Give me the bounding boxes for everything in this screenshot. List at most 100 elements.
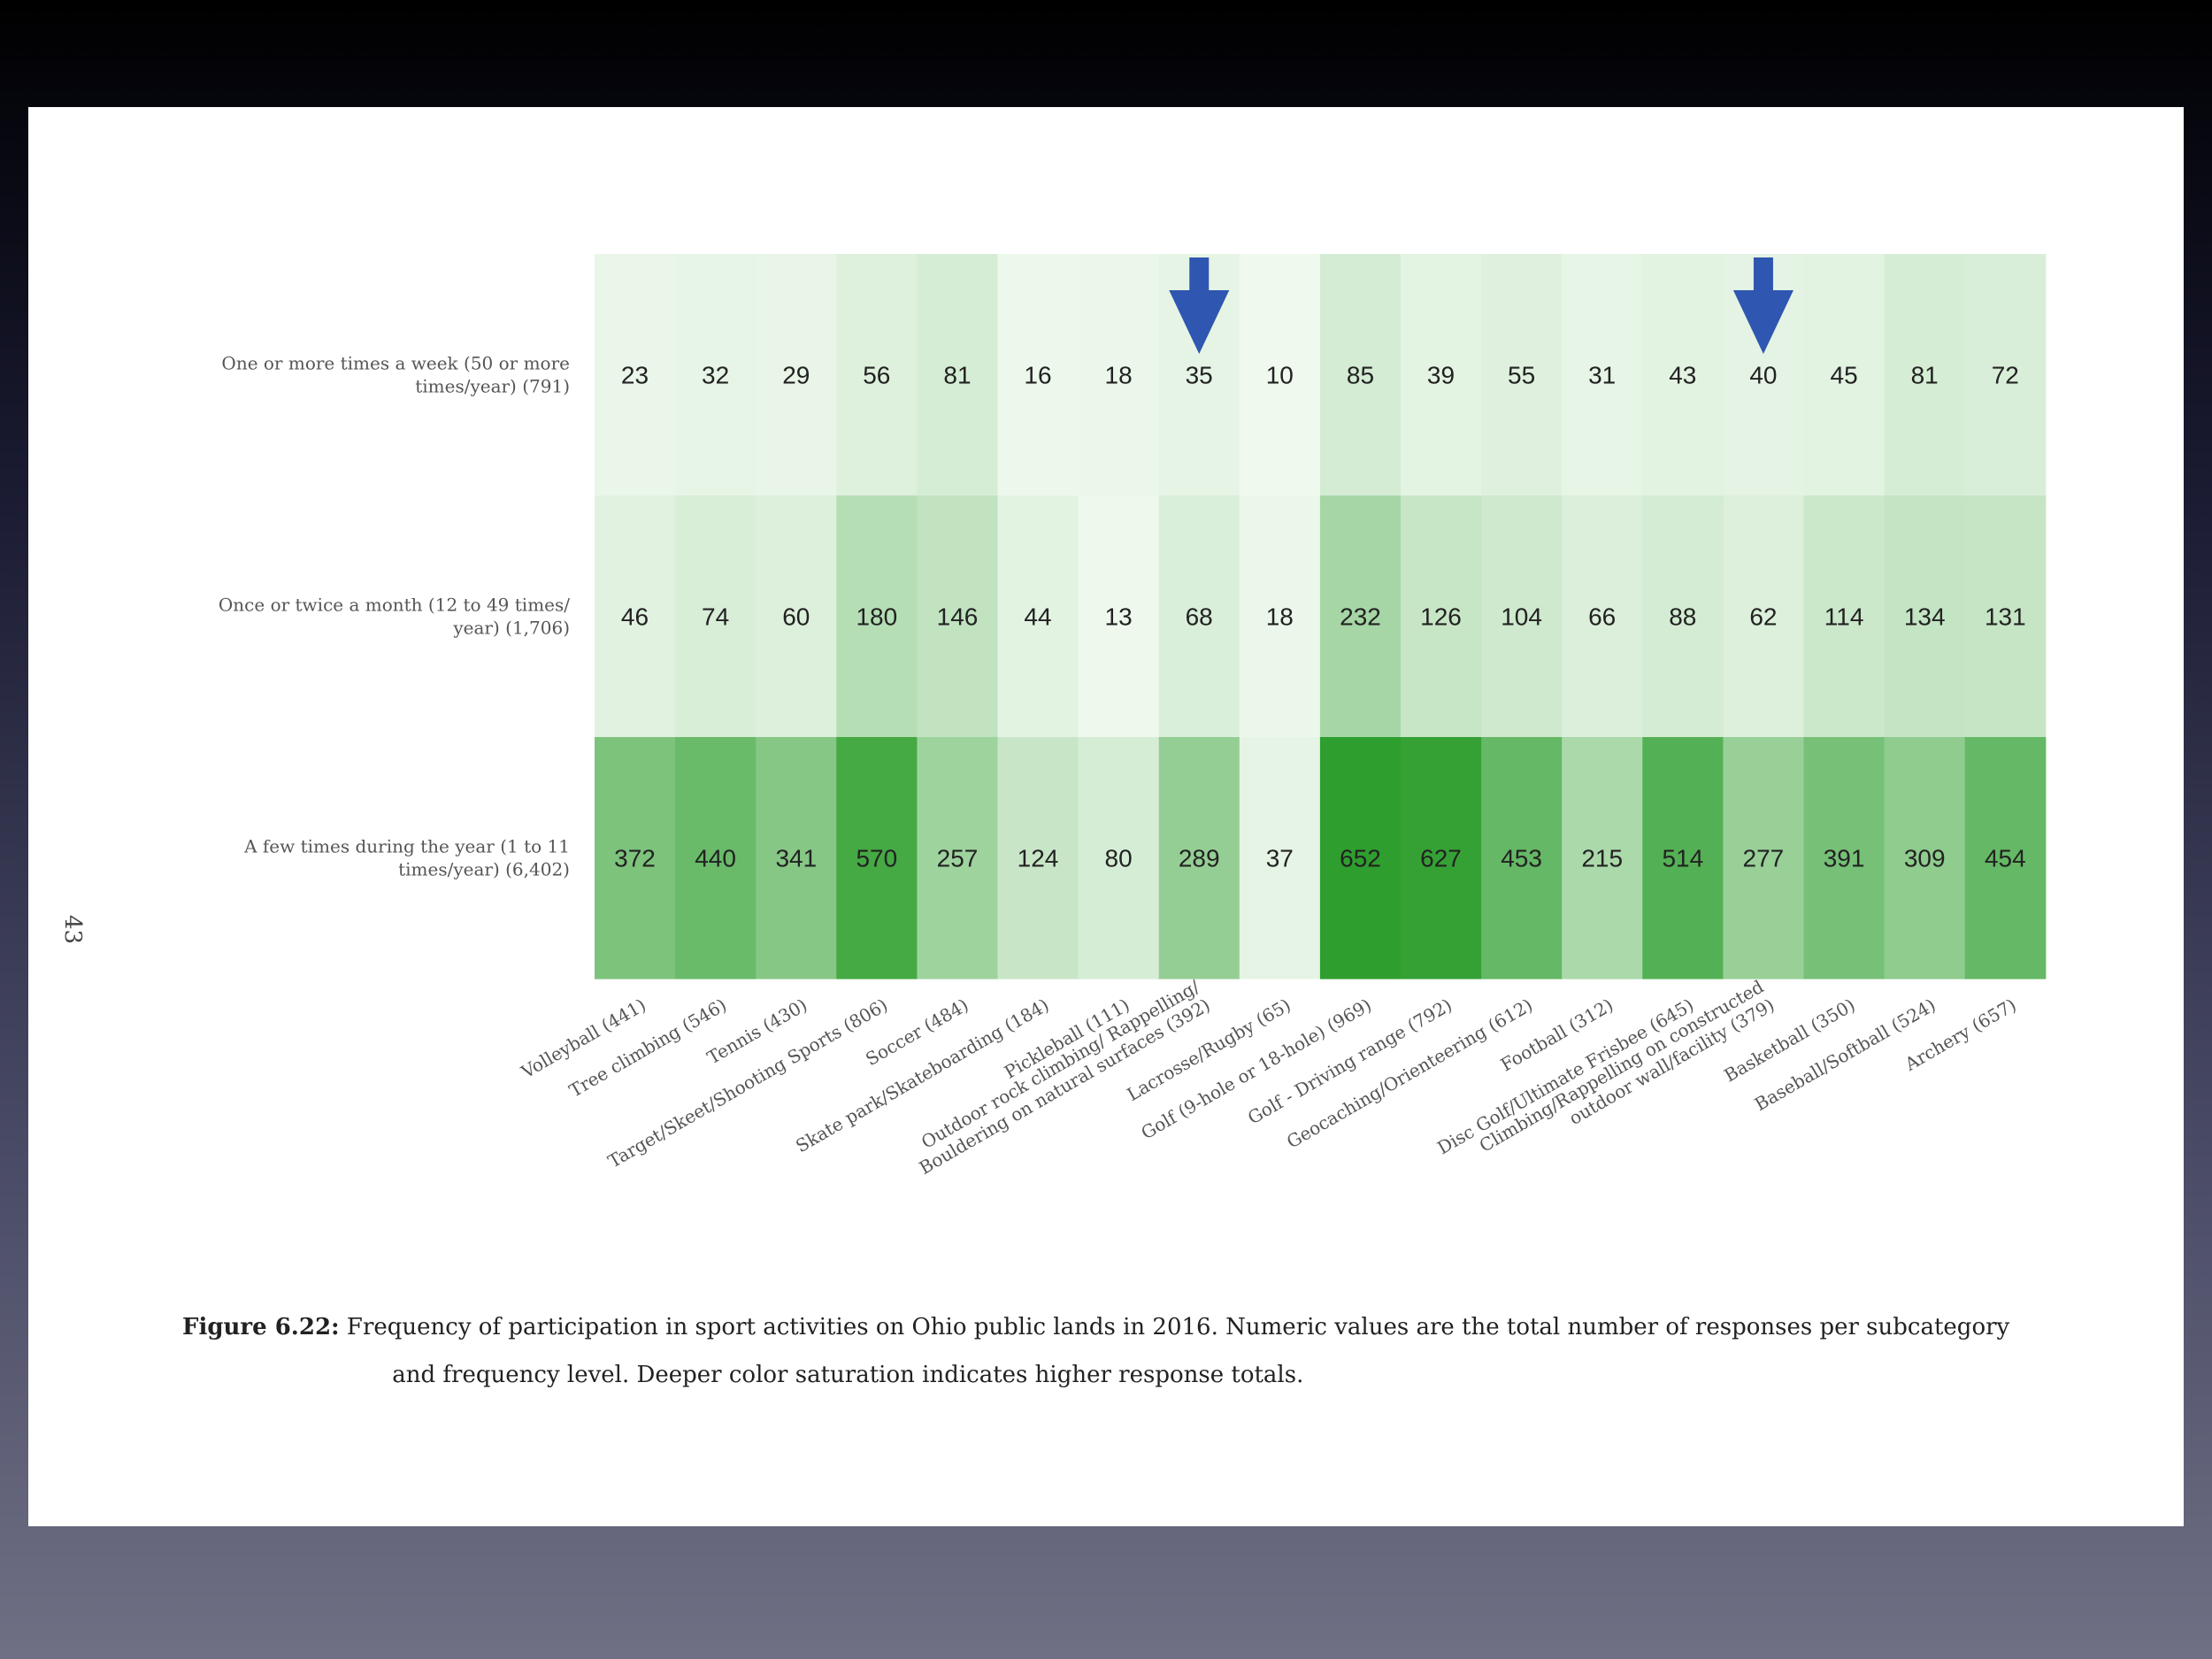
- cell-values: 23 32 29 56 81 16 18 35 10 85 39 55 31 43 40 45 81 72 46 74…: [614, 362, 2026, 872]
- cell-value-label: 16: [1024, 362, 1051, 389]
- heatmap-cell: [1723, 737, 1805, 979]
- cell-value-label: 43: [1669, 362, 1696, 389]
- heatmap-cell: [836, 495, 918, 738]
- heatmap-cell: [917, 254, 999, 496]
- heatmap-cell: [1884, 495, 1966, 738]
- cell-value-label: 289: [1179, 845, 1220, 872]
- heatmap-cells: [595, 254, 2047, 979]
- heatmap-cell: [756, 495, 837, 738]
- cell-value-label: 39: [1427, 362, 1455, 389]
- cell-value-label: 60: [782, 603, 810, 631]
- cell-value-label: 146: [937, 603, 979, 631]
- cell-value-label: 440: [695, 845, 736, 872]
- heatmap-cell: [1078, 254, 1160, 496]
- cell-value-label: 453: [1501, 845, 1542, 872]
- heatmap-cell: [595, 254, 676, 496]
- cell-value-label: 215: [1581, 845, 1623, 872]
- cell-value-label: 85: [1347, 362, 1374, 389]
- heatmap-cell: [1078, 495, 1160, 738]
- heatmap-cell: [1481, 495, 1563, 738]
- cell-value-label: 44: [1024, 603, 1051, 631]
- heatmap-cell: [1481, 254, 1563, 496]
- cell-value-label: 18: [1266, 603, 1294, 631]
- heatmap-cell: [1803, 254, 1886, 496]
- page-number: 43: [59, 915, 86, 944]
- heatmap-cell: [997, 254, 1079, 496]
- cell-value-label: 68: [1186, 603, 1213, 631]
- figure-caption: Figure 6.22: Frequency of participation …: [182, 1303, 2085, 1399]
- heatmap-cell: [1642, 737, 1724, 979]
- cell-value-label: 126: [1420, 603, 1462, 631]
- cell-value-label: 134: [1904, 603, 1946, 631]
- row-label: One or more times a week (50 or more time…: [221, 353, 570, 397]
- cell-value-label: 37: [1266, 845, 1294, 872]
- down-arrow-icon: [1169, 257, 1230, 354]
- heatmap-cell: [1562, 737, 1643, 979]
- row-label: A few times during the year (1 to 11 time…: [243, 836, 570, 880]
- caption-line-1: Frequency of participation in sport acti…: [346, 1314, 2010, 1340]
- cell-value-label: 124: [1018, 845, 1059, 872]
- cell-value-label: 62: [1749, 603, 1777, 631]
- cell-value-label: 29: [782, 362, 810, 389]
- row-label: Once or twice a month (12 to 49 times/ye…: [219, 595, 570, 639]
- cell-value-label: 23: [621, 362, 649, 389]
- slide-page: 23 32 29 56 81 16 18 35 10 85 39 55 31 43 40 45 81 72 46 74…: [28, 107, 2184, 1526]
- heatmap-cell: [836, 254, 918, 496]
- heatmap-cell: [1239, 254, 1321, 496]
- cell-value-label: 131: [1985, 603, 2026, 631]
- cell-value-label: 88: [1669, 603, 1696, 631]
- heatmap-cell: [1401, 737, 1482, 979]
- column-label: Target/Skeet/Shooting Sports (806): [604, 995, 891, 1172]
- cell-value-label: 72: [1992, 362, 2019, 389]
- cell-value-label: 514: [1662, 845, 1703, 872]
- column-labels: Volleyball (441)Tree climbing (546)Tenni…: [517, 976, 2020, 1179]
- heatmap-cell: [675, 495, 757, 738]
- heatmap-cell: [1481, 737, 1563, 979]
- heatmap-cell: [756, 254, 837, 496]
- heatmap-cell: [1964, 254, 2047, 496]
- cell-value-label: 180: [856, 603, 897, 631]
- cell-value-label: 46: [621, 603, 649, 631]
- highlight-arrows: [1169, 257, 1793, 354]
- cell-value-label: 627: [1420, 845, 1462, 872]
- cell-value-label: 232: [1340, 603, 1381, 631]
- heatmap-cell: [1401, 495, 1482, 738]
- cell-value-label: 114: [1824, 603, 1864, 631]
- heatmap-cell: [1319, 254, 1402, 496]
- cell-value-label: 10: [1266, 362, 1294, 389]
- cell-value-label: 31: [1588, 362, 1616, 389]
- heatmap-cell: [595, 495, 676, 738]
- cell-value-label: 372: [614, 845, 656, 872]
- caption-label: Figure 6.22:: [182, 1314, 340, 1340]
- heatmap-cell: [1642, 254, 1724, 496]
- cell-value-label: 56: [863, 362, 890, 389]
- cell-value-label: 341: [775, 845, 817, 872]
- cell-value-label: 45: [1831, 362, 1858, 389]
- heatmap-cell: [1401, 254, 1482, 496]
- heatmap-cell: [1964, 495, 2047, 738]
- heatmap-cell: [917, 737, 999, 979]
- heatmap-cell: [997, 495, 1079, 738]
- cell-value-label: 81: [1911, 362, 1939, 389]
- heatmap-cell: [1158, 737, 1240, 979]
- cell-value-label: 55: [1508, 362, 1535, 389]
- cell-value-label: 277: [1743, 845, 1785, 872]
- heatmap-cell: [1239, 737, 1321, 979]
- cell-value-label: 80: [1105, 845, 1133, 872]
- heatmap-cell: [1642, 495, 1724, 738]
- cell-value-label: 454: [1985, 845, 2026, 872]
- cell-value-label: 40: [1749, 362, 1777, 389]
- cell-value-label: 35: [1186, 362, 1213, 389]
- cell-value-label: 18: [1105, 362, 1133, 389]
- cell-value-label: 13: [1105, 603, 1133, 631]
- heatmap-cell: [1158, 495, 1240, 738]
- heatmap-chart: 23 32 29 56 81 16 18 35 10 85 39 55 31 43 40 45 81 72 46 74…: [59, 254, 2047, 1179]
- heatmap-cell: [997, 737, 1079, 979]
- heatmap-cell: [1562, 495, 1643, 738]
- cell-value-label: 652: [1340, 845, 1381, 872]
- heatmap-cell: [1078, 737, 1160, 979]
- cell-value-label: 391: [1824, 845, 1865, 872]
- heatmap-cell: [1803, 737, 1886, 979]
- heatmap-cell: [1723, 495, 1805, 738]
- heatmap-cell: [1884, 254, 1966, 496]
